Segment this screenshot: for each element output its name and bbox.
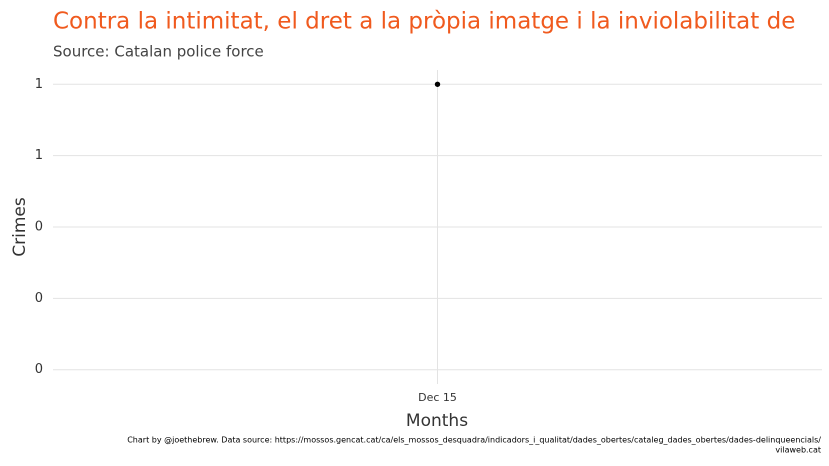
y-tick-label: 0 [35,291,43,306]
caption: Chart by @joethebrew. Data source: https… [127,436,821,445]
chart-title: Contra la intimitat, el dret a la pròpia… [53,9,795,35]
y-axis-title: Crimes [10,197,30,257]
data-point [434,81,441,87]
y-tick-label: 1 [35,148,43,163]
chart-subtitle: Source: Catalan police force [53,43,264,61]
y-tick-label: 0 [35,220,43,235]
y-tick-label: 1 [35,77,43,92]
y-tick-label: 0 [35,362,43,377]
x-axis-title: Months [406,411,468,431]
x-tick-label: Dec 15 [418,391,457,404]
caption: vilaweb.cat [775,446,821,455]
